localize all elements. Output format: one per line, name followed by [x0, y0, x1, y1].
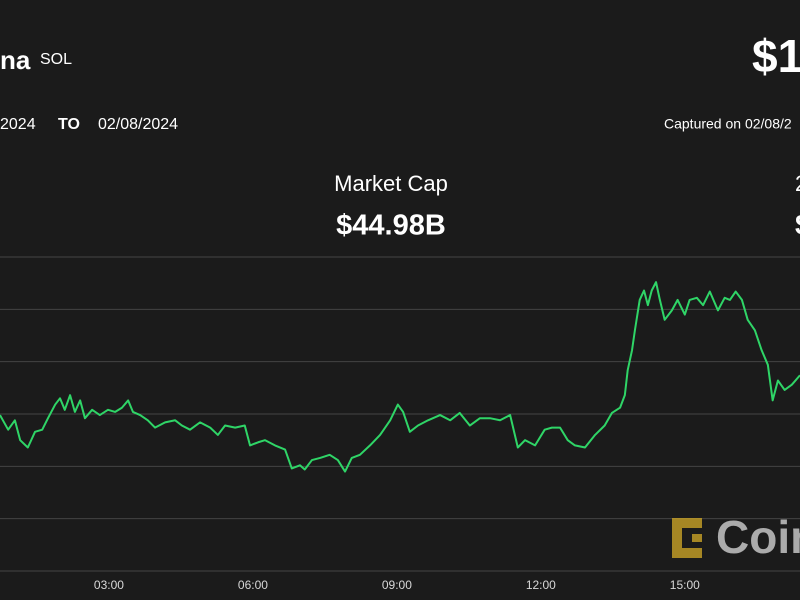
captured-date: Captured on 02/08/2 [664, 116, 792, 132]
date-from: 2024 [0, 116, 36, 133]
price: $1 [752, 30, 800, 82]
metric-label: Market Cap [334, 171, 448, 196]
watermark-logo-dot [692, 534, 702, 542]
price-line [0, 281, 800, 473]
date-to: 02/08/2024 [98, 116, 178, 133]
right-metric-label: 2 [795, 171, 800, 196]
x-tick-label: 15:00 [670, 578, 700, 592]
plot-area: 03:00 06:00 09:00 12:00 15:00 [0, 256, 800, 592]
date-to-label: TO [58, 116, 80, 133]
watermark: Coin [672, 511, 800, 563]
x-tick-label: 06:00 [238, 578, 268, 592]
watermark-text: Coin [716, 511, 800, 563]
watermark-logo [672, 518, 702, 558]
asset-symbol: SOL [40, 51, 72, 68]
asset-name: na [0, 45, 31, 75]
x-tick-label: 09:00 [382, 578, 412, 592]
right-metric-value: $ [795, 210, 800, 242]
x-tick-label: 03:00 [94, 578, 124, 592]
x-tick-label: 12:00 [526, 578, 556, 592]
metric-value: $44.98B [336, 210, 446, 242]
